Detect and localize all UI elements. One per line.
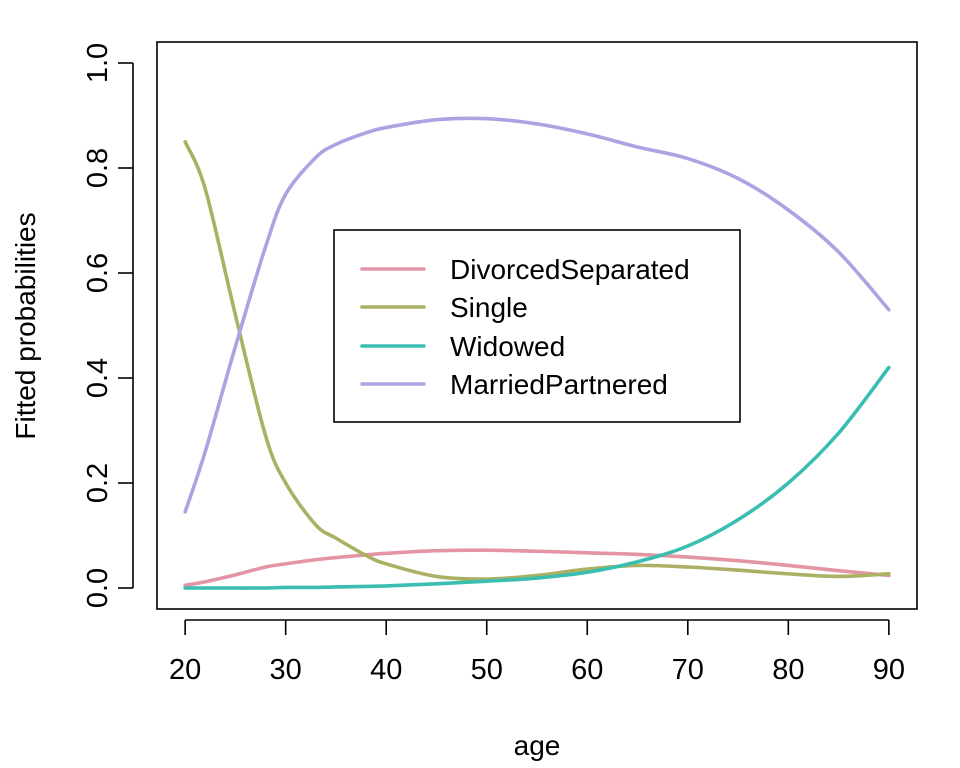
x-tick-label: 80 bbox=[772, 654, 804, 686]
y-tick-label: 0.0 bbox=[82, 568, 114, 608]
x-tick-label: 90 bbox=[873, 654, 905, 686]
x-axis-title: age bbox=[514, 730, 561, 761]
x-tick-label: 70 bbox=[672, 654, 704, 686]
x-axis: 20 30 40 50 60 70 80 90 bbox=[169, 619, 905, 686]
legend-box bbox=[333, 229, 741, 423]
x-tick-label: 30 bbox=[270, 654, 302, 686]
legend-label-single: Single bbox=[450, 292, 528, 323]
series-line-widowed bbox=[183, 365, 891, 590]
plot-frame bbox=[156, 41, 918, 610]
x-tick-label: 60 bbox=[571, 654, 603, 686]
y-tick-label: 0.8 bbox=[82, 148, 114, 188]
legend: DivorcedSeparated Single Widowed Married… bbox=[333, 229, 741, 423]
x-tick-label: 50 bbox=[471, 654, 503, 686]
series-line-marriedpartnered bbox=[183, 116, 891, 514]
legend-label-divorcedseparated: DivorcedSeparated bbox=[450, 254, 690, 285]
y-tick-label: 0.4 bbox=[82, 358, 114, 398]
y-tick-label: 0.6 bbox=[82, 253, 114, 293]
y-tick-label: 1.0 bbox=[82, 43, 114, 83]
legend-label-widowed: Widowed bbox=[450, 331, 565, 362]
y-axis-title: Fitted probabilities bbox=[10, 212, 41, 439]
series-line-single bbox=[183, 139, 891, 581]
y-tick-label: 0.2 bbox=[82, 463, 114, 503]
x-tick-label: 20 bbox=[169, 654, 201, 686]
x-tick-label: 40 bbox=[370, 654, 402, 686]
legend-label-marriedpartnered: MarriedPartnered bbox=[450, 369, 668, 400]
y-axis: 0.0 0.2 0.4 0.6 0.8 1.0 bbox=[82, 43, 134, 608]
series-line-divorcedseparated bbox=[183, 548, 891, 588]
series-lines bbox=[183, 116, 891, 590]
